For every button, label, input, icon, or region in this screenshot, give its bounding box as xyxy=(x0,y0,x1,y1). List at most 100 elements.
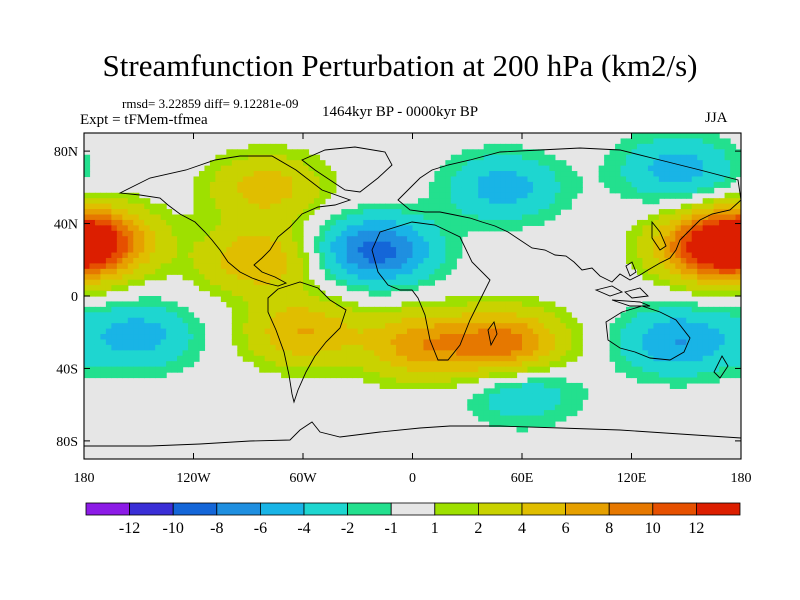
field-cell xyxy=(264,236,271,243)
field-cell xyxy=(379,268,386,275)
field-cell xyxy=(407,355,414,362)
field-cell xyxy=(675,209,682,216)
field-cell xyxy=(133,339,140,346)
field-cell xyxy=(691,203,698,210)
field-cell xyxy=(532,301,540,308)
field-cell xyxy=(538,355,545,362)
field-cell xyxy=(138,198,145,205)
field-cell xyxy=(697,285,704,292)
field-cell xyxy=(647,257,654,264)
field-cell xyxy=(724,198,731,205)
field-cell xyxy=(428,306,435,313)
field-cell xyxy=(100,317,107,324)
field-cell xyxy=(127,312,134,319)
field-cell xyxy=(105,279,112,286)
field-cell xyxy=(708,154,715,161)
field-cell xyxy=(286,290,293,297)
field-cell xyxy=(609,344,616,351)
field-cell xyxy=(412,301,419,308)
field-cell xyxy=(166,339,173,346)
field-cell xyxy=(631,143,638,150)
field-cell xyxy=(100,263,107,270)
field-cell xyxy=(735,225,741,232)
field-cell xyxy=(149,372,156,379)
field-cell xyxy=(281,301,288,308)
field-cell xyxy=(478,361,485,368)
field-cell xyxy=(658,366,665,373)
field-cell xyxy=(522,323,529,330)
field-cell xyxy=(155,312,162,319)
field-cell xyxy=(719,149,726,156)
field-cell xyxy=(193,274,200,281)
colorbar-label: -4 xyxy=(297,520,310,537)
field-cell xyxy=(94,236,102,243)
field-cell xyxy=(209,176,216,183)
field-cell xyxy=(735,247,741,254)
field-cell xyxy=(292,209,299,216)
field-cell xyxy=(669,171,676,178)
field-cell xyxy=(522,203,529,210)
field-cell xyxy=(500,323,507,330)
field-cell xyxy=(412,225,419,232)
field-cell xyxy=(439,252,446,259)
field-cell xyxy=(379,225,386,232)
field-cell xyxy=(215,198,222,205)
field-cell xyxy=(686,252,693,259)
field-cell xyxy=(166,257,173,264)
field-cell xyxy=(653,312,660,319)
field-cell xyxy=(516,301,523,308)
field-cell xyxy=(417,317,425,324)
field-cell xyxy=(270,160,277,167)
field-cell xyxy=(445,317,452,324)
field-cell xyxy=(264,198,271,205)
field-cell xyxy=(456,171,463,178)
field-cell xyxy=(527,176,534,183)
field-cell xyxy=(511,334,518,341)
field-cell xyxy=(461,377,468,384)
field-cell xyxy=(636,160,644,167)
field-cell xyxy=(658,377,665,384)
field-cell xyxy=(494,176,501,183)
field-cell xyxy=(412,252,419,259)
field-cell xyxy=(231,149,238,156)
field-cell xyxy=(259,154,266,161)
field-cell xyxy=(319,171,326,178)
field-cell xyxy=(84,252,91,259)
field-cell xyxy=(450,219,457,226)
field-cell xyxy=(209,268,216,275)
field-cell xyxy=(308,290,315,297)
field-cell xyxy=(144,214,151,221)
field-cell xyxy=(281,203,288,210)
field-cell xyxy=(554,328,561,335)
field-cell xyxy=(456,247,463,254)
field-cell xyxy=(253,317,260,324)
field-cell xyxy=(379,203,386,210)
field-cell xyxy=(423,203,430,210)
field-cell xyxy=(735,339,741,346)
field-cell xyxy=(538,399,545,406)
field-cell xyxy=(357,285,364,292)
field-cell xyxy=(428,225,435,232)
field-cell xyxy=(89,274,96,281)
field-cell xyxy=(166,214,173,221)
field-cell xyxy=(554,344,561,351)
field-cell xyxy=(264,268,271,275)
field-cell xyxy=(198,268,206,275)
field-cell xyxy=(702,138,709,145)
field-cell xyxy=(313,339,321,346)
field-cell xyxy=(697,339,704,346)
field-cell xyxy=(319,339,326,346)
field-cell xyxy=(708,279,715,286)
field-cell xyxy=(664,306,671,313)
field-cell xyxy=(155,263,162,270)
field-cell xyxy=(171,230,178,237)
field-cell xyxy=(669,214,676,221)
field-cell xyxy=(713,323,720,330)
field-cell xyxy=(363,366,370,373)
field-cell xyxy=(653,263,660,270)
field-cell xyxy=(532,214,540,221)
field-cell xyxy=(259,160,266,167)
field-cell xyxy=(708,241,715,248)
field-cell xyxy=(374,339,381,346)
field-cell xyxy=(472,214,479,221)
